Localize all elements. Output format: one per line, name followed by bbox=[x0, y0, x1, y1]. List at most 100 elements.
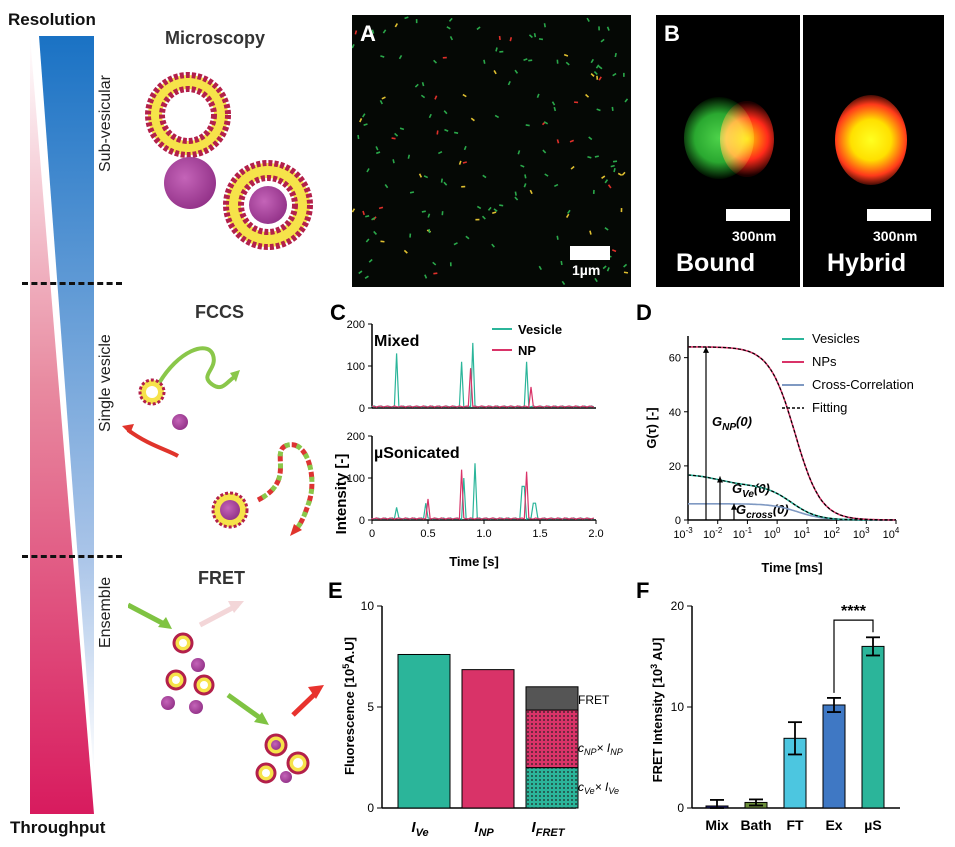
particle bbox=[563, 53, 569, 57]
d-curve-cross bbox=[688, 503, 896, 521]
particle bbox=[596, 75, 599, 80]
panel-d-chart: D G(τ) [-] Time [ms] Vesicles NPs Cross-… bbox=[636, 300, 914, 575]
particle bbox=[364, 275, 369, 279]
panel-c-xlabel: Time [s] bbox=[449, 554, 499, 569]
panel-b-letter: B bbox=[664, 21, 680, 46]
particle bbox=[475, 218, 480, 221]
panel-f-letter: F bbox=[636, 578, 649, 603]
particle bbox=[444, 128, 449, 132]
f-ytick-label: 0 bbox=[677, 801, 684, 815]
particle bbox=[590, 73, 595, 77]
particle bbox=[587, 155, 592, 159]
particle bbox=[614, 52, 617, 58]
d-xtick-label: 100 bbox=[764, 526, 781, 541]
particle bbox=[483, 59, 486, 64]
red-trajectory bbox=[126, 428, 180, 458]
particle bbox=[607, 184, 612, 189]
resolution-triangle bbox=[39, 36, 94, 776]
fret-illustration bbox=[128, 601, 324, 784]
particle bbox=[598, 26, 600, 31]
particle bbox=[375, 146, 379, 151]
particle bbox=[514, 196, 519, 201]
e-stack-segment bbox=[525, 767, 579, 809]
particle bbox=[499, 204, 504, 207]
particle bbox=[493, 208, 498, 212]
c-xtick-label: 1.0 bbox=[476, 528, 491, 540]
panel-c-sonicated-label: µSonicated bbox=[374, 445, 460, 462]
particle bbox=[536, 93, 540, 98]
particle bbox=[463, 145, 467, 151]
particle bbox=[371, 216, 376, 221]
particle bbox=[394, 23, 398, 28]
legend-cross: Cross-Correlation bbox=[812, 377, 914, 392]
panel-c-chart: C Intensity [-] Time [s] Mixed µSonicate… bbox=[330, 300, 604, 569]
particle bbox=[449, 36, 454, 41]
method-fccs: FCCS bbox=[195, 302, 244, 322]
particle bbox=[595, 64, 600, 69]
particle bbox=[570, 165, 575, 170]
particle bbox=[371, 29, 375, 34]
throughput-triangle bbox=[30, 36, 94, 814]
level-single-vesicle: Single vesicle bbox=[97, 334, 114, 432]
particle bbox=[421, 82, 425, 87]
particle bbox=[476, 26, 481, 31]
particle bbox=[399, 127, 405, 131]
gnp-annotation: GNP(0) bbox=[712, 414, 752, 433]
f-bar bbox=[861, 645, 885, 809]
c-ytick-label: 0 bbox=[359, 403, 365, 415]
panel-b-left-scalebar bbox=[726, 209, 790, 221]
c-ytick-label: 200 bbox=[347, 431, 365, 443]
e-stack-segment bbox=[525, 686, 579, 711]
particle bbox=[556, 235, 559, 240]
particle bbox=[428, 113, 432, 119]
particle bbox=[384, 184, 389, 189]
c-trace-np bbox=[371, 368, 595, 409]
particle bbox=[602, 265, 607, 270]
particle bbox=[495, 47, 498, 52]
panel-b-bound: B 300nm Bound bbox=[656, 15, 800, 287]
particle bbox=[433, 272, 438, 275]
particle bbox=[528, 34, 533, 39]
particle bbox=[553, 106, 557, 112]
d-fit-vesicles bbox=[687, 474, 896, 521]
particle bbox=[491, 243, 495, 248]
particle bbox=[458, 160, 462, 165]
e-ytick-label: 10 bbox=[361, 599, 375, 613]
particle bbox=[613, 167, 616, 173]
method-microscopy: Microscopy bbox=[165, 28, 266, 48]
particle bbox=[553, 183, 559, 188]
e-category-label: IFRET bbox=[532, 819, 566, 839]
particle bbox=[470, 117, 475, 122]
e-ytick-label: 5 bbox=[367, 700, 374, 714]
particle bbox=[354, 30, 358, 35]
particle bbox=[542, 149, 547, 154]
particle bbox=[368, 258, 373, 263]
gradient-triangles bbox=[30, 36, 94, 814]
panel-d-letter: D bbox=[636, 300, 652, 325]
particle bbox=[391, 137, 396, 140]
c-ytick-label: 100 bbox=[347, 473, 365, 485]
particle bbox=[498, 35, 501, 41]
particle bbox=[454, 131, 459, 134]
particle bbox=[448, 17, 453, 22]
d-xtick-label: 103 bbox=[853, 526, 870, 541]
c-xtick-label: 1.5 bbox=[532, 528, 547, 540]
particle bbox=[414, 83, 419, 88]
particle bbox=[493, 70, 497, 75]
particle bbox=[443, 181, 448, 186]
d-xtick-label: 10-3 bbox=[673, 526, 693, 541]
f-ytick-label: 20 bbox=[671, 599, 685, 613]
particle bbox=[365, 215, 370, 218]
particle bbox=[623, 72, 625, 77]
particle bbox=[436, 130, 439, 135]
panel-b-hybrid-label: Hybrid bbox=[827, 249, 907, 277]
particle bbox=[543, 23, 546, 28]
particle bbox=[573, 101, 579, 104]
particle bbox=[398, 54, 403, 60]
stack-label-cnp: cNP× INP bbox=[578, 741, 623, 757]
particle bbox=[441, 211, 444, 216]
e-category-label: INP bbox=[474, 819, 494, 839]
legend-nps: NPs bbox=[812, 354, 837, 369]
e-bar-ive bbox=[397, 653, 451, 809]
particle bbox=[380, 55, 385, 58]
